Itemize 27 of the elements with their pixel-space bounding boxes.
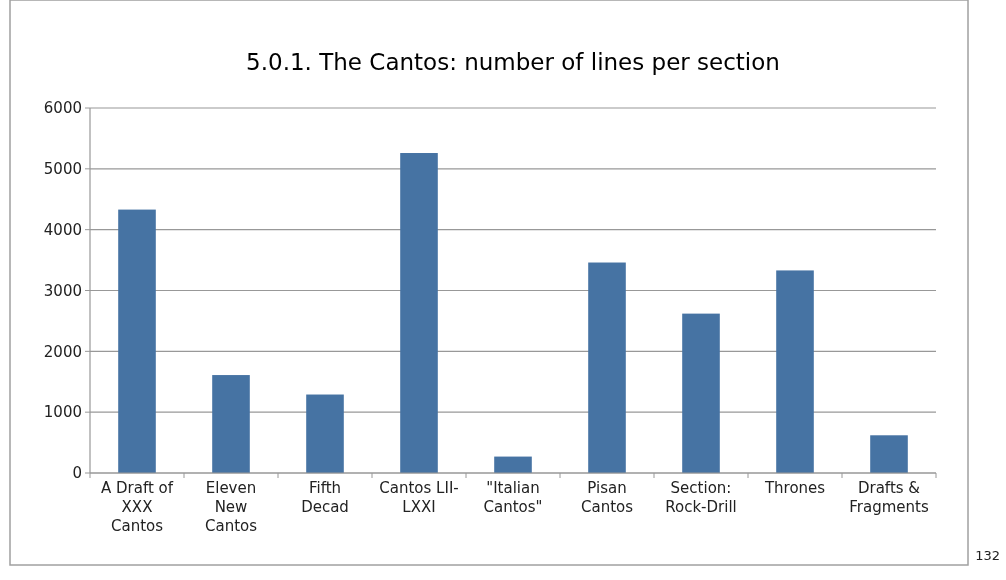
bar [870, 435, 908, 473]
x-tick-label: Eleven New Cantos [204, 479, 258, 535]
text: 132 [975, 548, 1000, 563]
x-tick-label: Drafts & Fragments [849, 479, 929, 516]
x-tick-label: Cantos LII- LXXI [379, 479, 459, 516]
y-tick-label: 3000 [43, 281, 82, 300]
x-tick-label: Thrones [763, 479, 826, 497]
x-tick-label: A Draft of XXX Cantos [100, 479, 174, 535]
x-tick-label: "Italian Cantos" [483, 479, 543, 516]
bar [776, 270, 814, 473]
y-tick-label: 1000 [43, 403, 82, 422]
bar [306, 394, 344, 473]
y-tick-label: 0 [72, 464, 82, 483]
y-tick-label: 5000 [43, 160, 82, 179]
y-tick-label: 2000 [43, 342, 82, 361]
x-tick-label: Pisan Cantos [580, 479, 634, 516]
bar [212, 375, 250, 473]
y-tick-label: 4000 [43, 220, 82, 239]
bar [682, 313, 720, 473]
y-tick-label: 6000 [43, 99, 82, 118]
bar [400, 153, 438, 473]
bar [588, 262, 626, 473]
chart-title: 5.0.1. The Cantos: number of lines per section [246, 49, 780, 75]
x-tick-label: Section: Rock-Drill [665, 479, 737, 516]
bar [494, 456, 532, 473]
bar [118, 209, 156, 473]
x-tick-label: Fifth Decad [301, 479, 349, 516]
